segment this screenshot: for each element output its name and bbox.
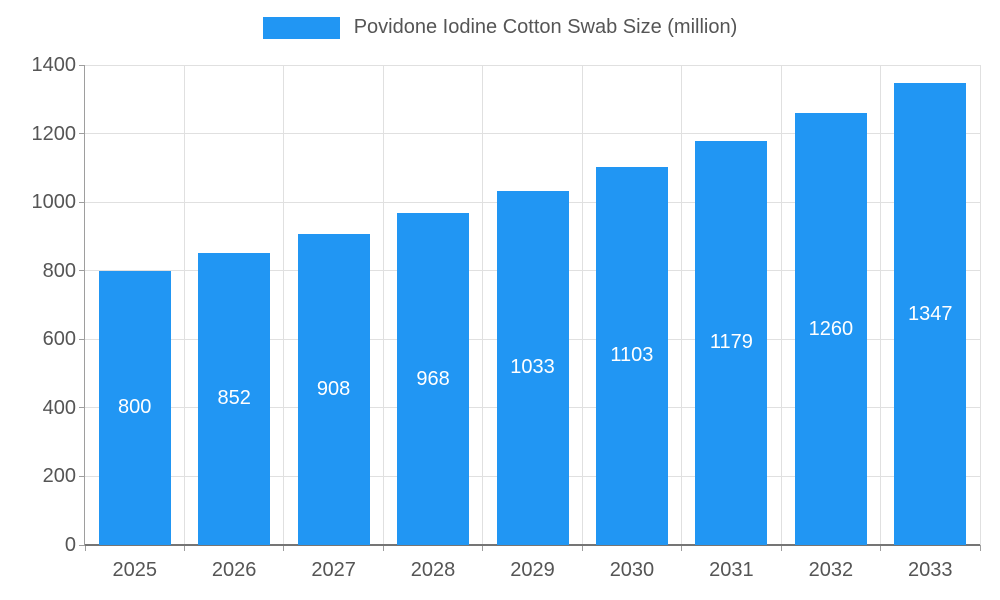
y-tick	[79, 338, 85, 340]
y-tick	[79, 270, 85, 272]
y-tick	[79, 475, 85, 477]
x-axis-label: 2027	[311, 559, 356, 581]
bar-value-label: 1033	[510, 356, 555, 379]
y-axis-label: 1000	[31, 191, 77, 214]
x-tick	[183, 545, 185, 551]
x-gridline	[780, 65, 782, 545]
bar-value-label: 1260	[808, 317, 854, 340]
x-tick	[979, 545, 981, 551]
x-gridline	[880, 65, 882, 545]
x-tick	[880, 545, 882, 551]
bar-value-label: 1103	[610, 344, 654, 367]
x-gridline	[382, 65, 384, 545]
x-axis-label: 2029	[510, 559, 555, 581]
y-tick	[79, 201, 85, 203]
y-tick	[79, 133, 85, 135]
x-axis-label: 2031	[709, 559, 754, 581]
x-tick	[482, 545, 484, 551]
y-tick	[79, 544, 85, 546]
y-axis-label: 0	[64, 534, 76, 556]
bar-2027: 908	[297, 233, 370, 545]
x-axis-label: 2033	[908, 559, 953, 581]
x-tick	[283, 545, 285, 551]
y-gridline	[85, 133, 980, 135]
bar-2026: 852	[198, 252, 271, 545]
bar-value-label: 1347	[908, 302, 953, 325]
chart-legend: Povidone Iodine Cotton Swab Size (millio…	[0, 16, 1000, 39]
y-axis-label: 1200	[31, 122, 77, 145]
bar-2032: 1260	[794, 113, 867, 545]
x-tick	[84, 545, 86, 551]
x-axis-label: 2030	[609, 559, 655, 581]
x-axis-label: 2028	[410, 559, 456, 581]
x-tick	[780, 545, 782, 551]
x-gridline	[183, 65, 185, 545]
x-axis-label: 2025	[112, 559, 157, 581]
x-axis-label: 2026	[211, 559, 257, 581]
x-gridline	[681, 65, 683, 545]
bar-value-label: 852	[217, 387, 251, 410]
x-gridline	[482, 65, 484, 545]
x-tick	[581, 545, 583, 551]
bar-2028: 968	[397, 213, 470, 545]
x-gridline	[283, 65, 285, 545]
y-tick	[79, 407, 85, 409]
y-gridline	[85, 64, 980, 66]
x-axis-line	[85, 544, 980, 546]
x-axis-label: 2032	[808, 559, 854, 581]
y-axis-label: 400	[42, 396, 76, 419]
bar-value-label: 800	[118, 396, 152, 419]
bar-2029: 1033	[496, 190, 569, 545]
y-axis-label: 1400	[31, 54, 77, 76]
legend-swatch	[262, 16, 340, 39]
bar-2033: 1347	[894, 83, 967, 545]
y-axis-line	[84, 65, 85, 545]
bar-2030: 1103	[595, 166, 668, 545]
bar-value-label: 968	[416, 367, 450, 390]
y-axis-label: 600	[42, 328, 76, 351]
x-tick	[382, 545, 384, 551]
bar-2025: 800	[98, 270, 171, 545]
x-gridline	[581, 65, 583, 545]
legend-label: Povidone Iodine Cotton Swab Size (millio…	[353, 16, 738, 38]
y-axis-label: 800	[42, 259, 76, 282]
y-axis-label: 200	[42, 465, 76, 488]
x-gridline	[979, 65, 981, 545]
bar-2031: 1179	[695, 140, 768, 545]
bar-value-label: 908	[316, 377, 351, 400]
bar-value-label: 1179	[709, 331, 753, 354]
y-tick	[79, 64, 85, 66]
x-tick	[681, 545, 683, 551]
